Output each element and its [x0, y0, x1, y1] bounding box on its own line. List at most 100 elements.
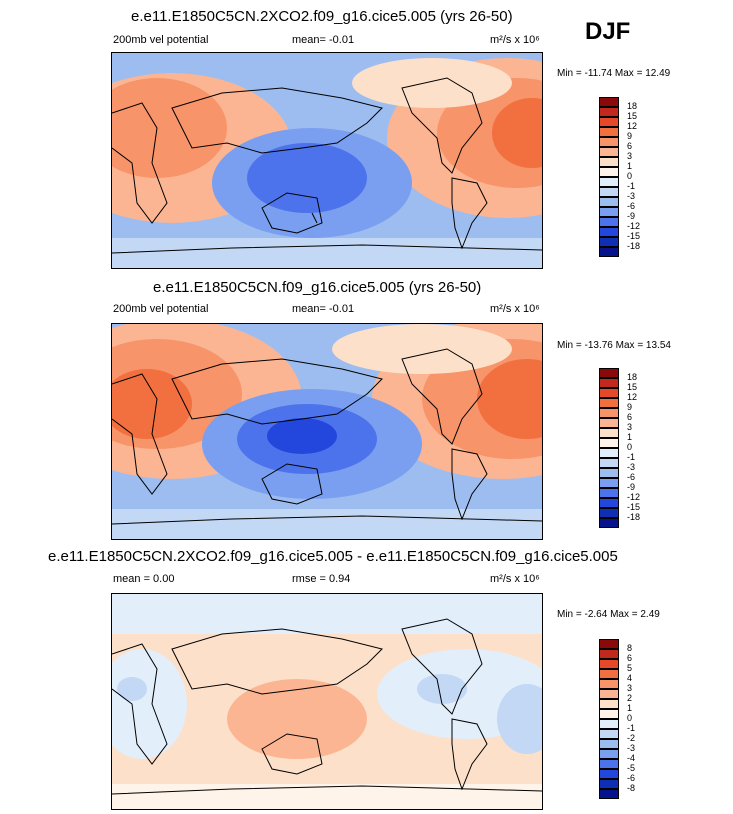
colorbar-1-swatch	[599, 237, 619, 247]
colorbar-2-swatch	[599, 378, 619, 388]
colorbar-1-tick: 6	[627, 141, 633, 151]
colorbar-1-swatch	[599, 157, 619, 167]
colorbar-2-swatch	[599, 498, 619, 508]
colorbar-2-tick: 18	[627, 372, 638, 382]
colorbar-1-swatch	[599, 107, 619, 117]
colorbar-1-tick: -6	[627, 201, 636, 211]
colorbar-3-swatch	[599, 759, 619, 769]
colorbar-2-tick: -3	[627, 462, 636, 472]
panel-1-min-max: Min = -11.74 Max = 12.49	[557, 68, 671, 79]
colorbar-2-swatch	[599, 398, 619, 408]
colorbar-3-swatch	[599, 699, 619, 709]
panel-2-variable-label: 200mb vel potential	[113, 303, 209, 315]
panel-2-min-max: Min = -13.76 Max = 13.54	[557, 340, 671, 351]
colorbar-2-tick: 15	[627, 382, 638, 392]
map-2-coastlines	[112, 348, 542, 525]
colorbar-3-swatch	[599, 649, 619, 659]
colorbar-3-tick: -1	[627, 723, 636, 733]
colorbar-1-tick: 1	[627, 161, 633, 171]
colorbar-1-tick: 0	[627, 171, 633, 181]
colorbar-1-tick: -9	[627, 211, 636, 221]
panel-1-units: m²/s x 10⁶	[490, 34, 540, 46]
colorbar-3-tick: -8	[627, 783, 636, 793]
colorbar-2-swatch	[599, 478, 619, 488]
map-3-contour-west	[112, 649, 187, 759]
colorbar-1-swatch	[599, 147, 619, 157]
colorbar-3-tick: 3	[627, 683, 633, 693]
season-label: DJF	[585, 18, 631, 45]
panel-1-map	[111, 52, 543, 269]
colorbar-2-swatch	[599, 388, 619, 398]
colorbar-2-swatch	[599, 458, 619, 468]
colorbar-3-swatch	[599, 789, 619, 799]
colorbar-1-swatch	[599, 227, 619, 237]
colorbar-1-swatch	[599, 197, 619, 207]
colorbar-3-tick: 5	[627, 663, 633, 673]
colorbar-3-swatch	[599, 729, 619, 739]
colorbar-2-tick: -1	[627, 452, 636, 462]
colorbar-3-tick: -4	[627, 753, 636, 763]
colorbar-2-tick: -18	[627, 512, 641, 522]
panel-1-mean-label: mean= -0.01	[292, 34, 355, 46]
colorbar-1-swatch	[599, 127, 619, 137]
colorbar-2-tick: 9	[627, 402, 633, 412]
panel-3-mean-label: mean = 0.00	[113, 573, 175, 585]
colorbar-1-swatch	[599, 217, 619, 227]
map-3-contour-maritime	[227, 679, 367, 759]
colorbar-2-swatch	[599, 368, 619, 378]
colorbar-1-swatch	[599, 247, 619, 257]
colorbar-2-tick: -6	[627, 472, 636, 482]
colorbar-3-tick: -6	[627, 773, 636, 783]
colorbar-3-swatch	[599, 689, 619, 699]
colorbar-1-swatch	[599, 167, 619, 177]
map-1-coastlines	[112, 77, 542, 254]
colorbar-3-tick: 8	[627, 643, 633, 653]
colorbar-2-tick: -15	[627, 502, 641, 512]
colorbar-3-swatch	[599, 639, 619, 649]
colorbar-3-tick: 6	[627, 653, 633, 663]
colorbar-1-swatch	[599, 187, 619, 197]
colorbar-3-tick: 2	[627, 693, 633, 703]
colorbar-2-tick: 1	[627, 432, 633, 442]
colorbar-1-swatch	[599, 117, 619, 127]
colorbar-1-tick: 12	[627, 121, 638, 131]
panel-3-rmse-label: rmse = 0.94	[292, 573, 351, 585]
colorbar-3-tick: -3	[627, 743, 636, 753]
colorbar-2-swatch	[599, 508, 619, 518]
colorbar-2-tick: 12	[627, 392, 638, 402]
colorbar-2-tick: -12	[627, 492, 641, 502]
colorbar-2-tick: 6	[627, 412, 633, 422]
panel-3-min-max: Min = -2.64 Max = 2.49	[557, 609, 660, 620]
colorbar-1-tick: -1	[627, 181, 636, 191]
panel-2-mean-label: mean= -0.01	[292, 303, 355, 315]
colorbar-3-tick: -2	[627, 733, 636, 743]
colorbar-2-swatch	[599, 418, 619, 428]
panel-2-units: m²/s x 10⁶	[490, 303, 540, 315]
colorbar-3-swatch	[599, 739, 619, 749]
colorbar-3-swatch	[599, 669, 619, 679]
colorbar-3-swatch	[599, 749, 619, 759]
colorbar-1-tick: 9	[627, 131, 633, 141]
panel-2-title: e.e11.E1850C5CN.f09_g16.cice5.005 (yrs 2…	[153, 279, 482, 296]
colorbar-2-tick: -9	[627, 482, 636, 492]
colorbar-3-swatch	[599, 769, 619, 779]
colorbar-1-tick: 15	[627, 111, 638, 121]
colorbar-3-swatch	[599, 709, 619, 719]
colorbar-3-swatch	[599, 679, 619, 689]
colorbar-2-swatch	[599, 438, 619, 448]
colorbar-1-swatch	[599, 97, 619, 107]
panel-2-map	[111, 323, 543, 540]
colorbar-1-tick: -12	[627, 221, 641, 231]
colorbar-2-swatch	[599, 518, 619, 528]
panel-1-variable-label: 200mb vel potential	[113, 34, 209, 46]
panel-3-map	[111, 593, 543, 810]
colorbar-1-tick: 18	[627, 101, 638, 111]
colorbar-2-swatch	[599, 428, 619, 438]
colorbar-1-tick: -3	[627, 191, 636, 201]
panel-3-units: m²/s x 10⁶	[490, 573, 540, 585]
colorbar-3-swatch	[599, 659, 619, 669]
colorbar-1-tick: 3	[627, 151, 633, 161]
colorbar-1-tick: -15	[627, 231, 641, 241]
colorbar-2-swatch	[599, 448, 619, 458]
colorbar-3-swatch	[599, 719, 619, 729]
